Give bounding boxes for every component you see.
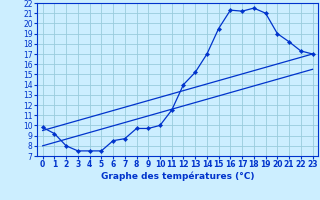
X-axis label: Graphe des températures (°C): Graphe des températures (°C): [101, 172, 254, 181]
